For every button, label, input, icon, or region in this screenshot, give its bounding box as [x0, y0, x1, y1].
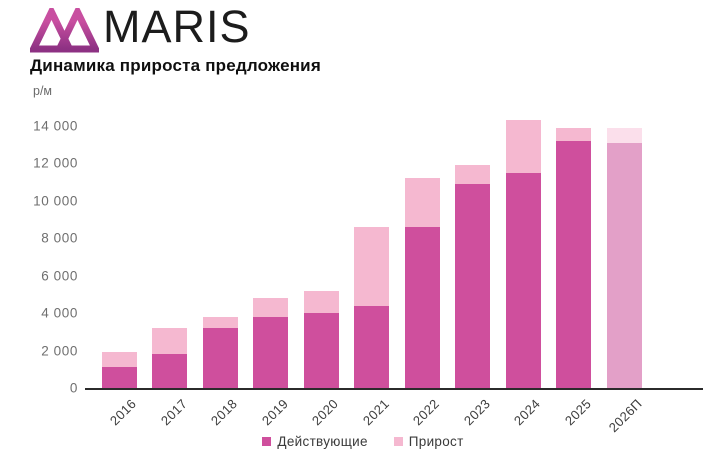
bar-2023-existing	[455, 184, 490, 388]
bar-2022	[404, 178, 440, 388]
bar-2016-growth	[101, 352, 137, 368]
x-label-2017: 2017	[157, 396, 191, 429]
legend-swatch-growth	[393, 437, 403, 446]
bar-2021	[354, 227, 389, 388]
x-label-2022: 2022	[410, 396, 443, 429]
x-label-2025: 2025	[561, 396, 595, 429]
x-label-2020: 2020	[309, 396, 342, 429]
bar-2026П	[606, 127, 642, 388]
bar-2016-existing	[101, 367, 137, 388]
y-tick-4000: 4 000	[41, 305, 78, 321]
chart-title: Динамика прироста предложения	[30, 56, 321, 75]
brand-name: MARIS	[103, 1, 251, 52]
bar-2021-growth	[354, 227, 389, 306]
bar-2020	[303, 290, 339, 388]
y-tick-6000: 6 000	[41, 268, 78, 284]
y-tick-10000: 10 000	[33, 193, 78, 209]
y-axis: 0 2 000 4 000 6 000 8 000 10 000 12 000 14 000	[0, 119, 78, 396]
bar-2023	[455, 165, 490, 388]
bar-2021-existing	[354, 305, 389, 388]
maris-logo-mark-icon	[30, 8, 99, 53]
legend-label: Прирост	[408, 434, 464, 449]
bar-2024	[505, 120, 541, 388]
x-label-2021: 2021	[359, 396, 393, 429]
chart-legend: Действующие Прирост	[0, 434, 726, 449]
x-label-2026П: 2026П	[605, 396, 645, 436]
bar-2022-existing	[404, 227, 440, 388]
x-label-2019: 2019	[258, 396, 292, 429]
y-tick-8000: 8 000	[41, 230, 78, 246]
bar-2018-existing	[202, 328, 238, 388]
bar-2019-growth	[253, 298, 288, 317]
x-label-2023: 2023	[460, 396, 494, 429]
bar-2024-existing	[505, 172, 541, 388]
x-label-2016: 2016	[107, 396, 140, 429]
bar-2025-growth	[556, 127, 591, 141]
bar-2019	[253, 298, 288, 388]
bar-2020-existing	[303, 313, 339, 388]
legend-item-growth: Прирост	[393, 434, 464, 449]
y-tick-0: 0	[69, 380, 78, 396]
bar-2016	[101, 352, 137, 388]
bar-2026П-growth	[606, 127, 642, 143]
x-label-2018: 2018	[208, 396, 241, 429]
y-axis-unit-label: р/м	[33, 84, 53, 98]
x-label-2024: 2024	[511, 396, 544, 429]
y-tick-14000: 14 000	[33, 118, 78, 134]
x-axis-labels: 2016 2017 2018 2019 2020 2021 2022 2023 2024 2025…	[85, 392, 703, 436]
bar-2026П-existing	[606, 142, 642, 388]
bar-2020-growth	[303, 290, 339, 314]
bar-2023-growth	[455, 165, 490, 184]
bar-2017-existing	[152, 354, 187, 388]
legend-label: Действующие	[277, 434, 368, 449]
legend-item-existing: Действующие	[262, 434, 367, 449]
bar-2017	[152, 328, 187, 388]
bar-2022-growth	[404, 178, 440, 228]
bar-2024-growth	[505, 120, 541, 173]
y-tick-2000: 2 000	[41, 343, 78, 359]
bar-2025	[556, 127, 591, 388]
bar-2019-existing	[253, 316, 288, 388]
legend-swatch-existing	[262, 437, 272, 446]
y-tick-12000: 12 000	[33, 155, 78, 171]
bar-2017-growth	[152, 328, 187, 355]
bar-2025-existing	[556, 141, 591, 388]
bar-2018	[202, 316, 238, 388]
bar-2018-growth	[202, 316, 238, 329]
plot-area	[85, 120, 703, 390]
